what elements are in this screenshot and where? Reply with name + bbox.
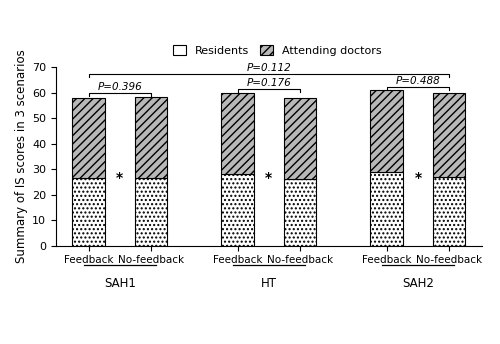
Bar — [284, 98, 316, 180]
Bar — [72, 98, 105, 178]
Text: P=0.396: P=0.396 — [98, 82, 142, 92]
Bar — [433, 93, 466, 177]
Text: *: * — [116, 171, 124, 185]
Text: *: * — [414, 171, 422, 185]
Text: SAH2: SAH2 — [402, 277, 434, 290]
Text: HT: HT — [261, 277, 277, 290]
Legend: Residents, Attending doctors: Residents, Attending doctors — [168, 41, 386, 60]
Bar — [134, 97, 167, 178]
Bar — [134, 178, 167, 246]
Text: *: * — [265, 171, 272, 185]
Bar — [433, 177, 466, 246]
Text: SAH1: SAH1 — [104, 277, 136, 290]
Bar — [284, 180, 316, 246]
Bar — [370, 90, 403, 172]
Y-axis label: Summary of IS scores in 3 scenarios: Summary of IS scores in 3 scenarios — [15, 50, 28, 264]
Bar — [222, 174, 254, 246]
Text: P=0.112: P=0.112 — [246, 63, 291, 73]
Bar — [222, 93, 254, 174]
Text: P=0.176: P=0.176 — [246, 78, 291, 88]
Bar — [370, 172, 403, 246]
Bar — [72, 178, 105, 246]
Text: P=0.488: P=0.488 — [396, 76, 440, 86]
